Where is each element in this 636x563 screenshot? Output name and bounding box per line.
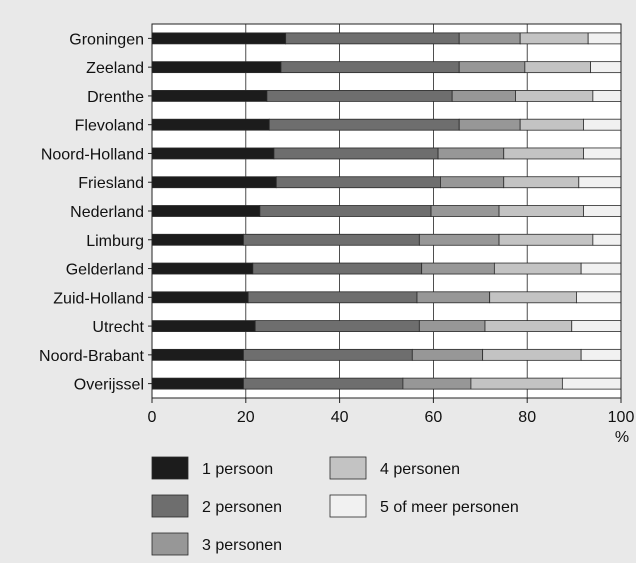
bar-segment [268, 118, 460, 131]
bar-segment [571, 320, 622, 332]
category-label: Flevoland [75, 118, 144, 135]
bar-segment [498, 205, 584, 217]
bar-segment [561, 377, 622, 390]
bar-segment [418, 233, 500, 246]
x-tick-label: 40 [331, 409, 349, 426]
bar-segment [503, 147, 584, 160]
category-label: Drenthe [87, 89, 144, 106]
bar-segment [151, 61, 282, 74]
bar-segment [580, 262, 622, 275]
bar-segment [592, 90, 622, 102]
bar-segment [259, 205, 432, 217]
bar-segment [280, 61, 460, 74]
bar-segment [458, 61, 526, 74]
bar-segment [493, 262, 582, 275]
legend-swatch [329, 494, 367, 518]
bar-segment [247, 291, 418, 304]
bar-segment [275, 176, 441, 189]
bar-segment [578, 176, 622, 189]
bar-segment [592, 233, 622, 246]
legend-label: 4 personen [380, 461, 460, 478]
bar-segment [151, 291, 249, 304]
bar-segment [243, 377, 404, 390]
bar-segment [416, 291, 491, 304]
bar-segment [587, 32, 622, 45]
bar-segment [273, 147, 439, 160]
bar-segment [519, 118, 584, 131]
legend-swatch [329, 456, 367, 480]
bar-segment [252, 262, 423, 275]
bar-segment [458, 118, 521, 131]
bar-segment [484, 320, 573, 332]
bar-segment [580, 348, 622, 361]
legend-swatch [151, 532, 189, 556]
bar-segment [470, 377, 563, 390]
bar-segment [583, 147, 622, 160]
legend-label: 3 personen [202, 537, 282, 554]
bar-segment [151, 262, 254, 275]
bar-segment [266, 90, 453, 102]
bar-segment [254, 320, 420, 332]
bar-segment [430, 205, 500, 217]
category-label: Zeeland [86, 60, 144, 77]
category-label: Noord-Brabant [39, 348, 145, 365]
legend-swatch [151, 456, 189, 480]
category-label: Nederland [70, 204, 144, 221]
category-label: Noord-Holland [41, 146, 144, 163]
category-label: Friesland [78, 175, 144, 192]
x-tick-label: 80 [518, 409, 536, 426]
bar-segment [482, 348, 582, 361]
bar-segment [451, 90, 516, 102]
bar-segment [402, 377, 472, 390]
bar-segment [243, 348, 413, 361]
bar-segment [151, 348, 244, 361]
bar-segment [285, 32, 460, 45]
bar-segment [151, 233, 244, 246]
bar-segment [421, 262, 495, 275]
bar-segment [151, 118, 270, 131]
bar-segment [151, 320, 256, 332]
bar-segment [583, 205, 622, 217]
category-label: Groningen [69, 31, 144, 48]
legend-swatch [151, 494, 189, 518]
bar-segment [524, 61, 591, 74]
bar-segment [458, 32, 521, 45]
legend-label: 1 persoon [202, 461, 273, 478]
bar-segment [515, 90, 594, 102]
bar-segment [590, 61, 622, 74]
category-label: Zuid-Holland [53, 290, 144, 307]
bar-segment [440, 176, 505, 189]
bar-segment [583, 118, 622, 131]
bar-segment [519, 32, 589, 45]
bar-segment [503, 176, 580, 189]
x-tick-label: 20 [237, 409, 255, 426]
bar-segment [576, 291, 622, 304]
x-tick-label: 60 [425, 409, 443, 426]
bar-segment [489, 291, 577, 304]
bar-segment [151, 32, 287, 45]
legend-label: 5 of meer personen [380, 499, 519, 516]
category-label: Utrecht [92, 319, 144, 336]
x-tick-label: 0 [148, 409, 157, 426]
bar-segment [437, 147, 505, 160]
category-label: Gelderland [66, 262, 144, 279]
legend-label: 2 personen [202, 499, 282, 516]
bar-segment [151, 205, 261, 217]
bar-segment [418, 320, 486, 332]
category-label: Overijssel [74, 377, 144, 394]
x-axis-unit: % [615, 429, 629, 446]
bar-segment [411, 348, 484, 361]
bar-segment [498, 233, 594, 246]
bar-segment [243, 233, 420, 246]
bar-segment [151, 377, 244, 390]
bar-segment [151, 90, 268, 102]
x-tick-label: 100 [608, 409, 635, 426]
category-label: Limburg [86, 233, 144, 250]
plot-frame [151, 23, 622, 399]
bar-segment [151, 176, 277, 189]
bar-segment [151, 147, 275, 160]
